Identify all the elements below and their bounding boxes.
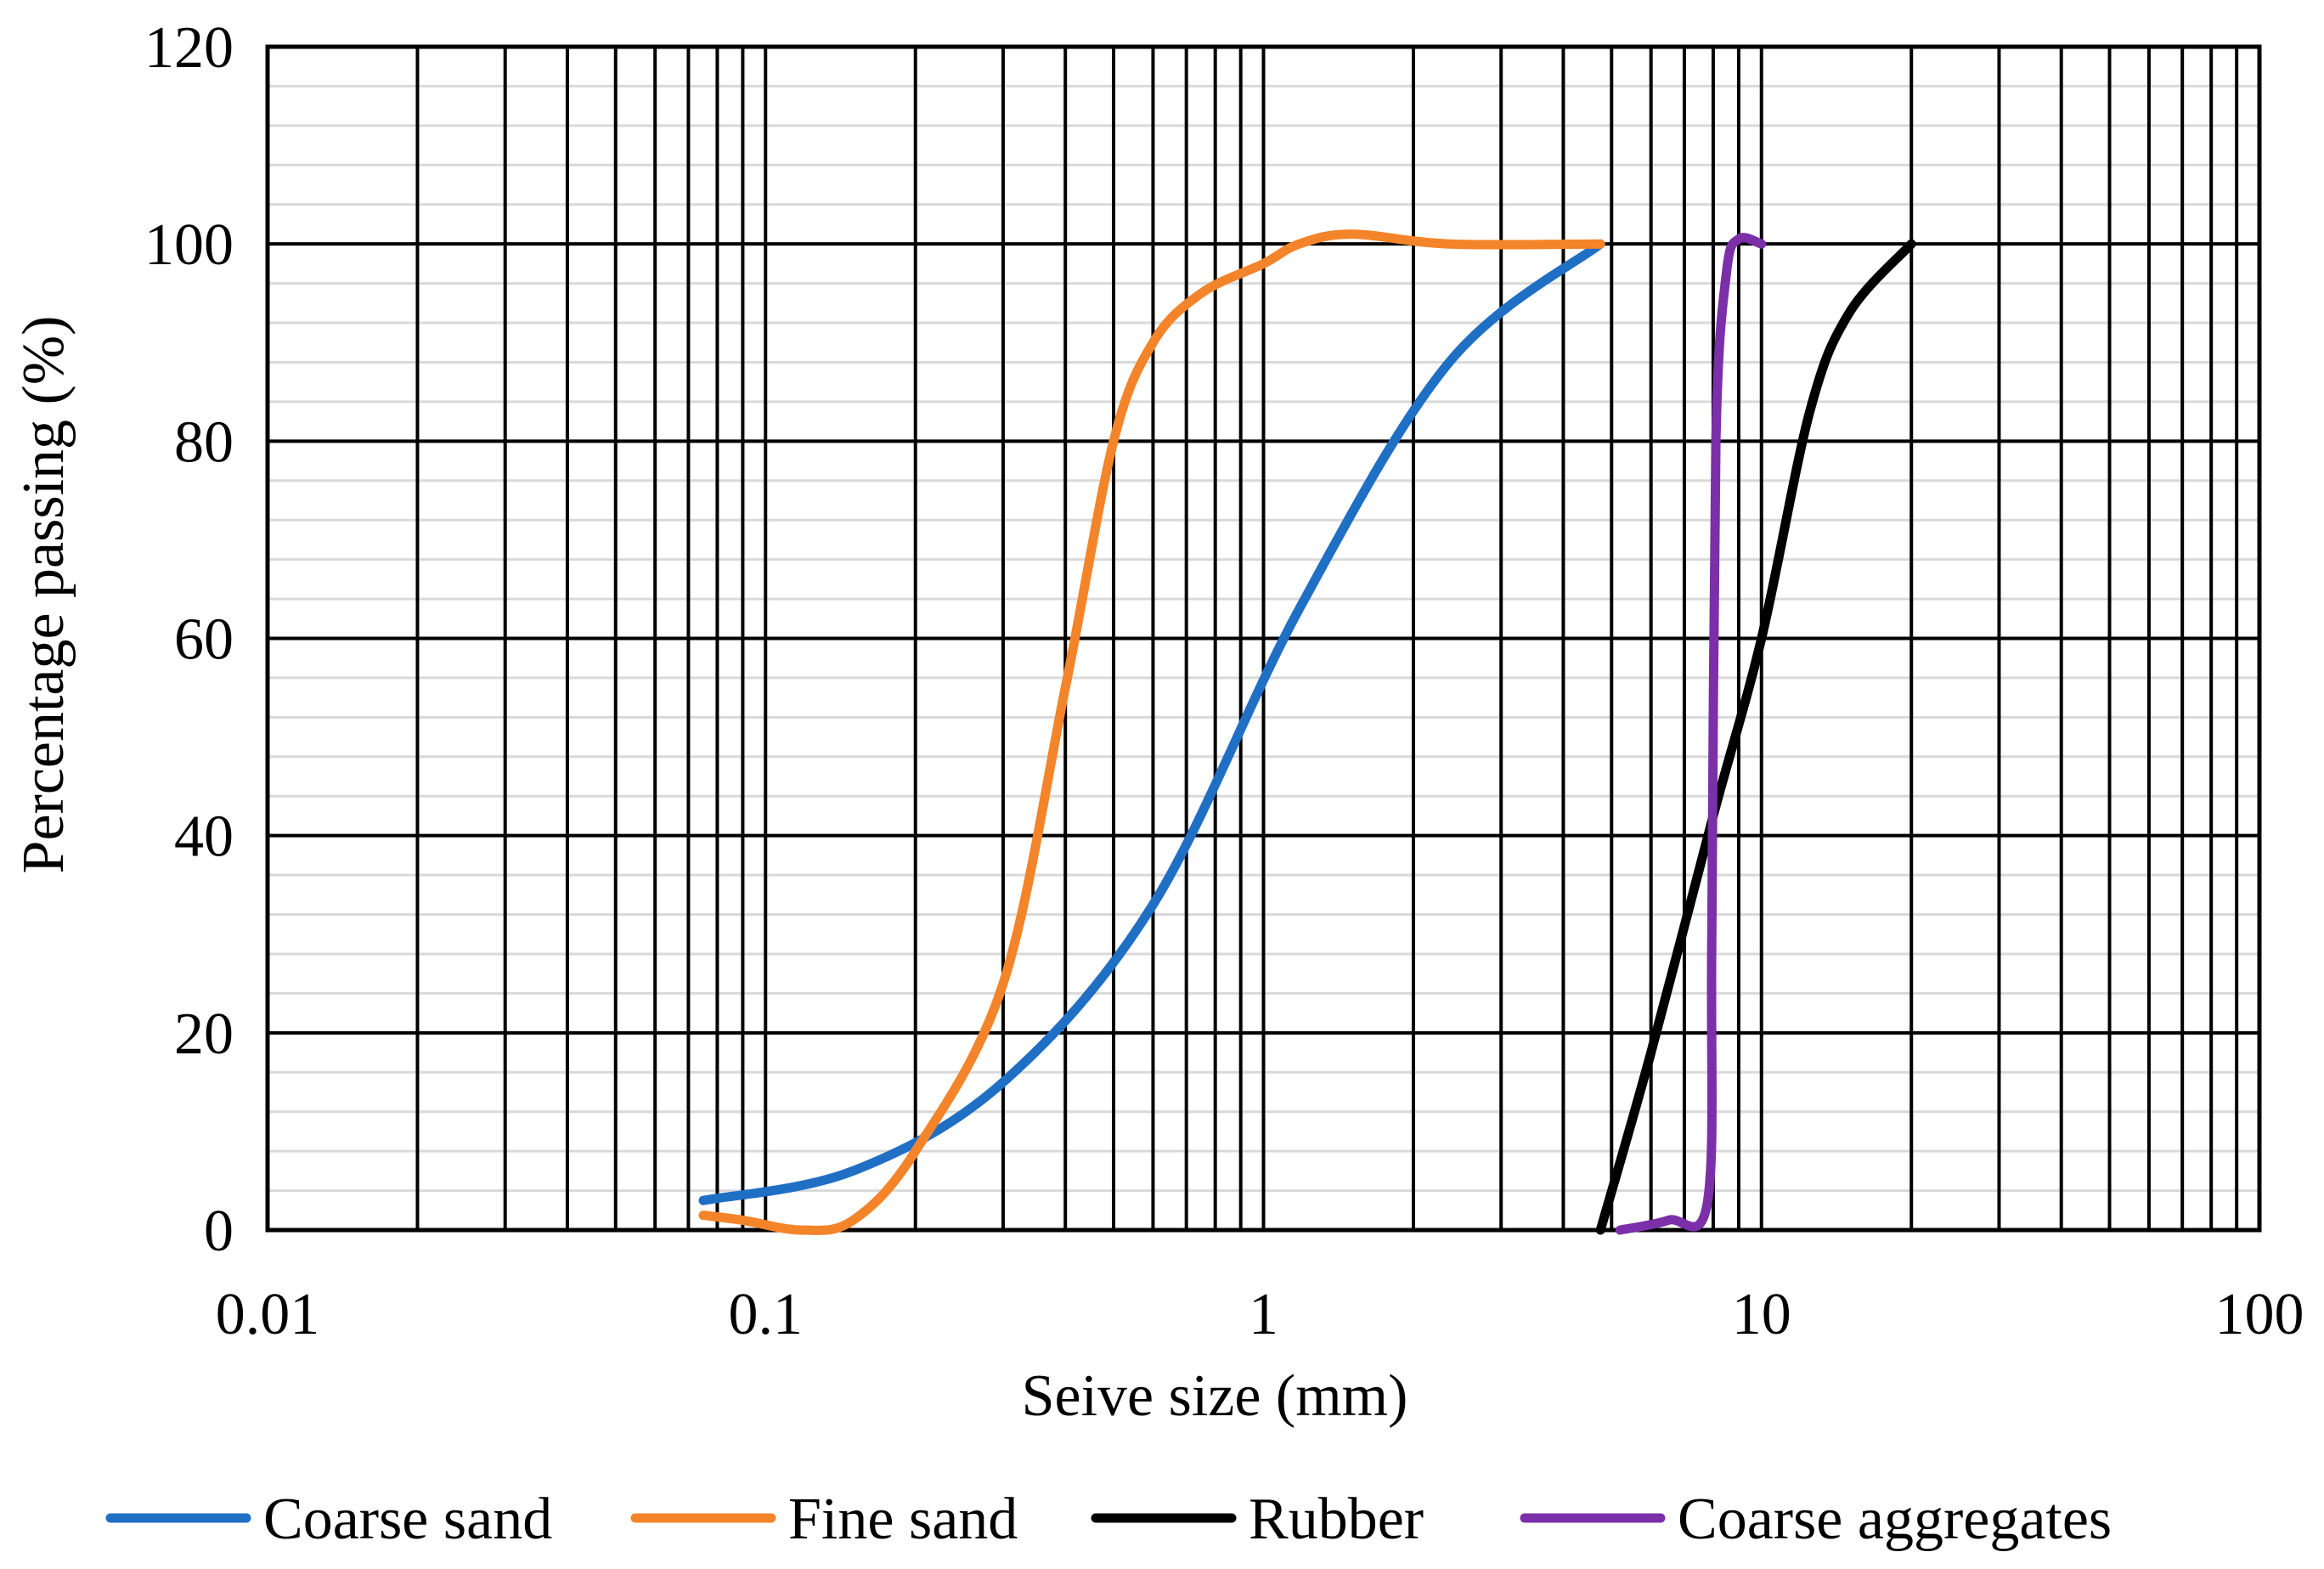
- x-tick-label: 0.01: [216, 1282, 320, 1347]
- y-tick-label: 40: [174, 804, 234, 870]
- y-tick-label: 100: [144, 212, 234, 278]
- plot-frame: [265, 44, 2262, 1233]
- y-tick-label: 120: [144, 15, 234, 81]
- y-tick-labels: 0 20 40 60 80 100 120: [144, 15, 234, 1264]
- legend-label: Coarse sand: [263, 1487, 552, 1552]
- legend-label: Fine sand: [788, 1487, 1018, 1552]
- major-gridlines: [268, 45, 2259, 1232]
- plot-border: [265, 44, 2262, 1233]
- y-tick-label: 60: [174, 607, 234, 673]
- series-line-fine-sand: [698, 229, 1605, 1235]
- x-tick-label: 0.1: [729, 1282, 804, 1347]
- series-lines: [698, 229, 1916, 1235]
- x-tick-labels: 0.01 0.1 1 10 100: [216, 1282, 2304, 1347]
- series-line-coarse-sand: [698, 239, 1605, 1205]
- y-axis-label: Percentage passing (%): [11, 316, 76, 874]
- series-line-coarse-aggregates: [1615, 233, 1767, 1235]
- series-line-rubber: [1595, 239, 1916, 1235]
- x-axis-label: Seive size (mm): [1022, 1363, 1408, 1429]
- x-tick-label: 1: [1249, 1282, 1278, 1347]
- y-tick-label: 80: [174, 409, 234, 475]
- legend: Coarse sand Fine sand Rubber Coarse aggrega…: [105, 1487, 2112, 1552]
- legend-label: Coarse aggregates: [1678, 1487, 2112, 1552]
- x-tick-label: 10: [1732, 1282, 1791, 1347]
- y-tick-label: 20: [174, 1002, 234, 1067]
- legend-label: Rubber: [1249, 1487, 1424, 1552]
- y-tick-label: 0: [204, 1199, 234, 1264]
- x-tick-label: 100: [2215, 1282, 2304, 1347]
